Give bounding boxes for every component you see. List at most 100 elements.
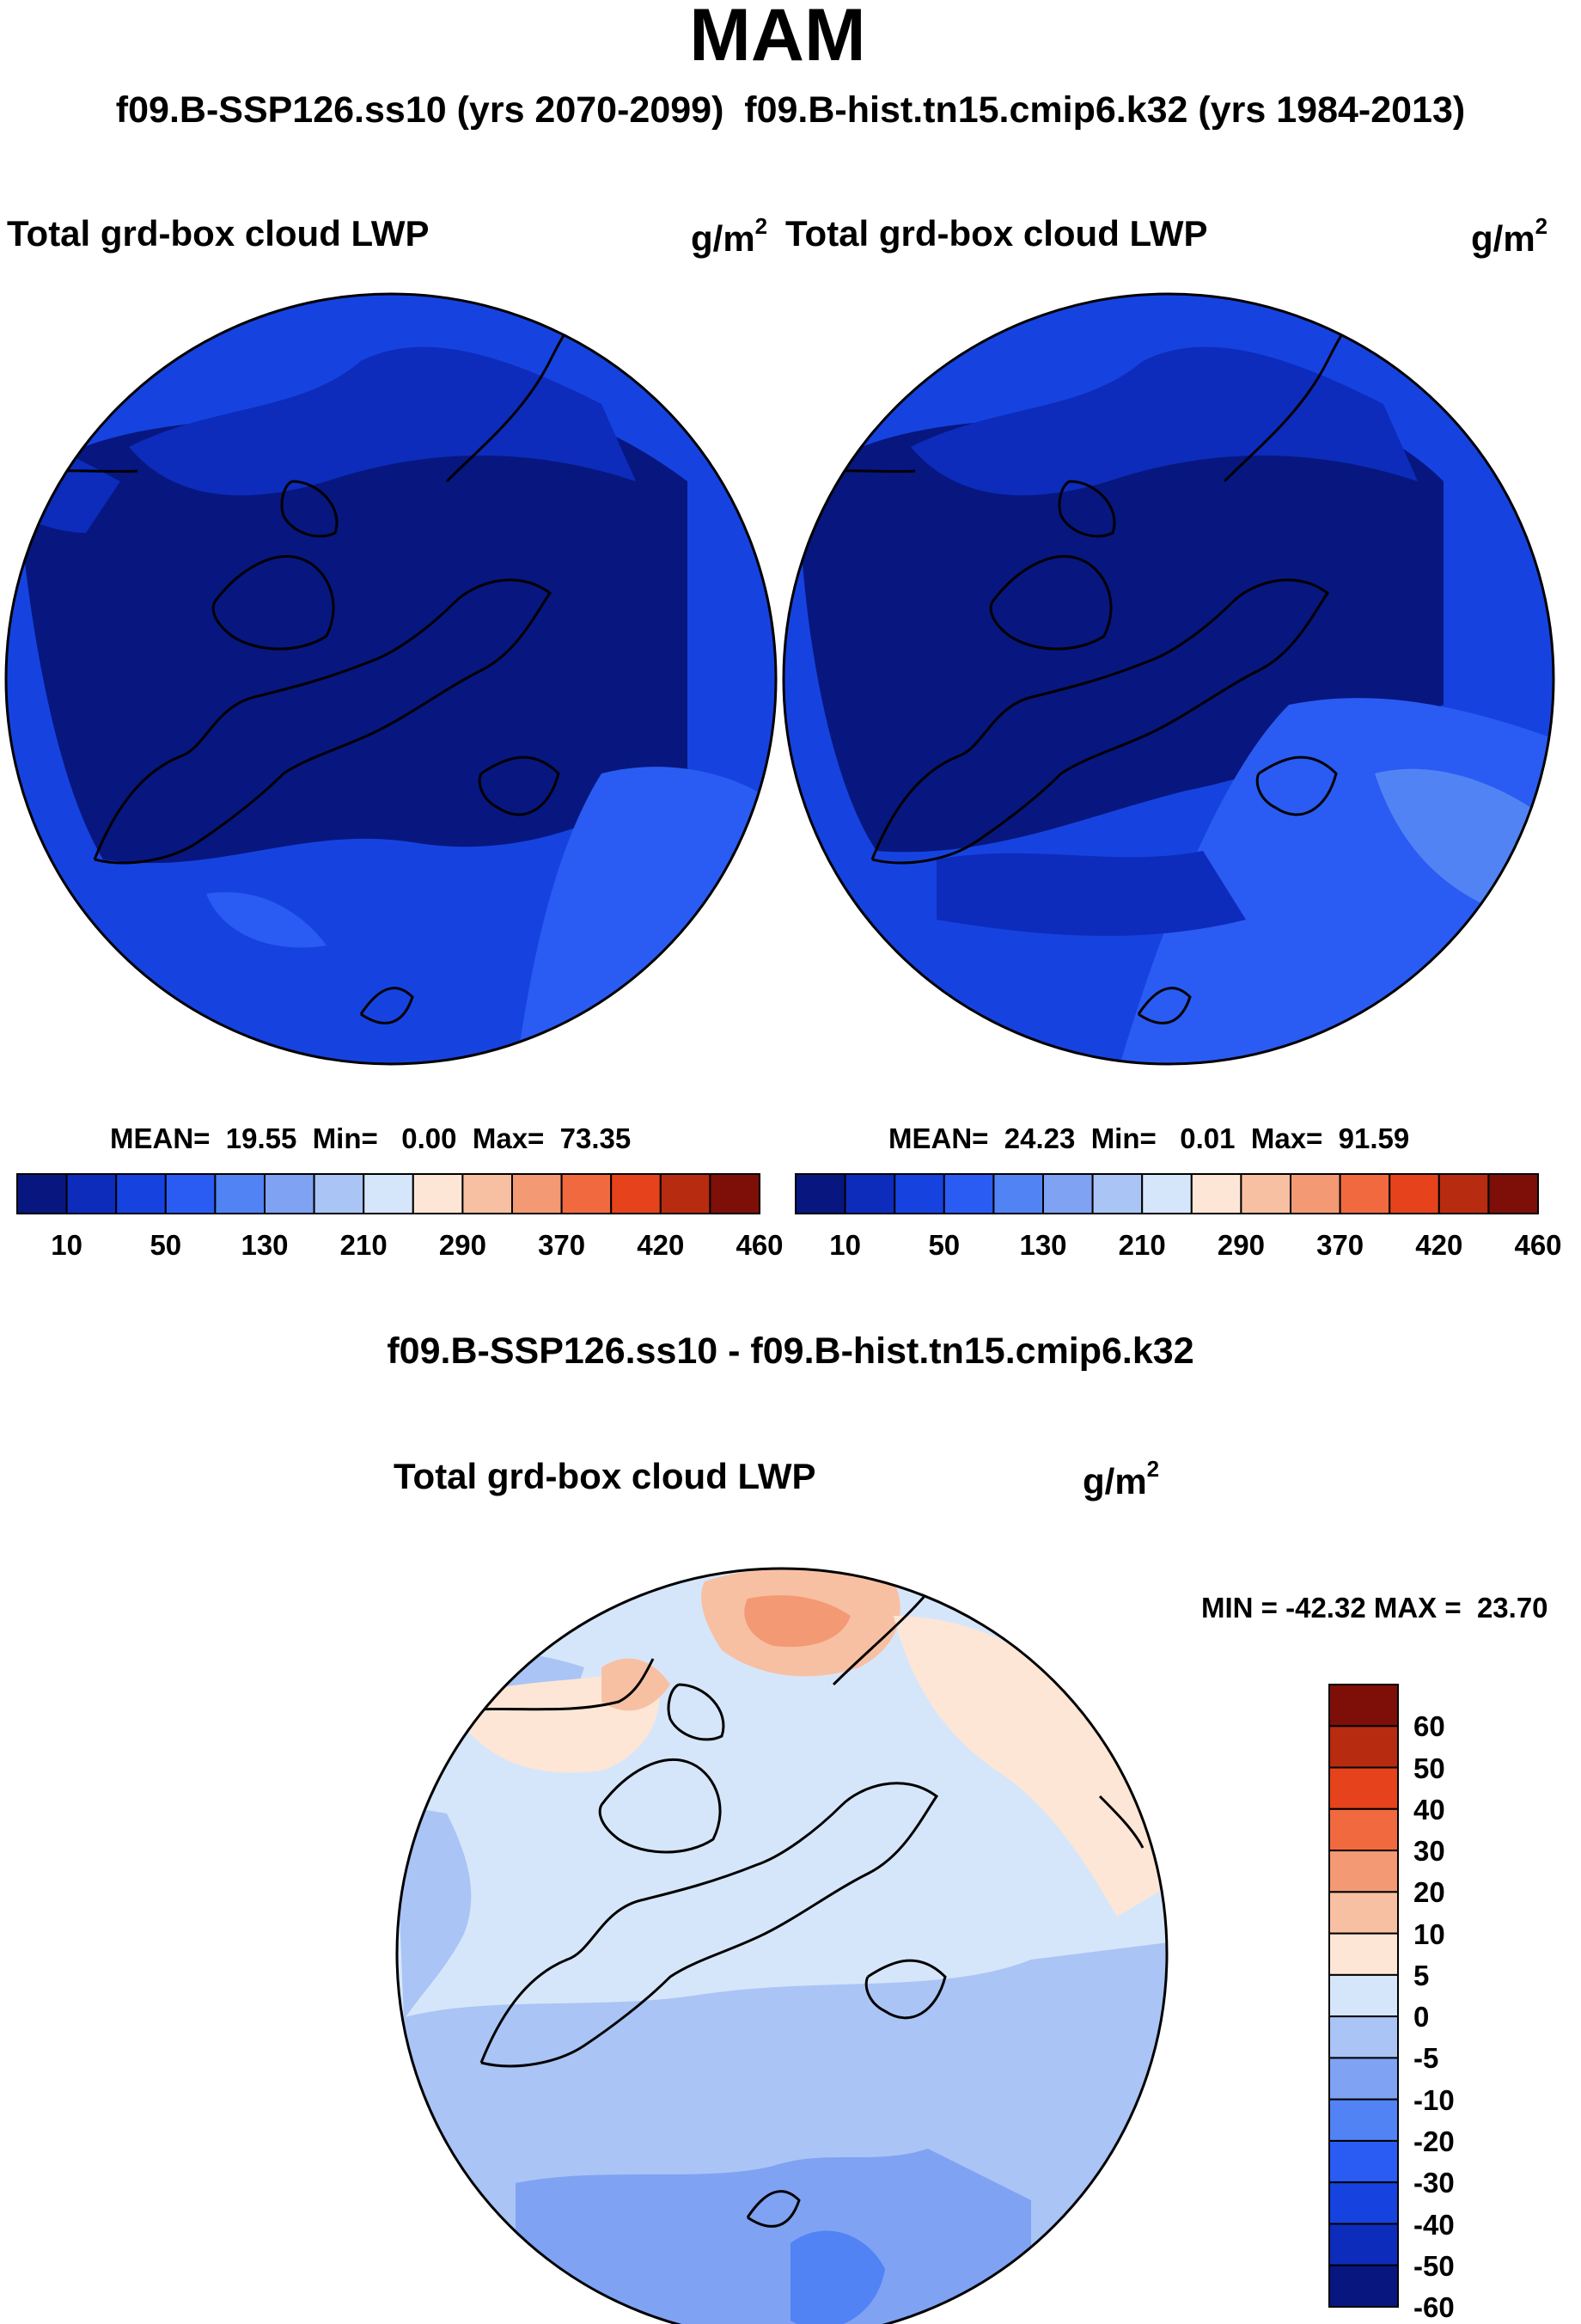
difference-colorbar-ticks: 60 50 40 30 20 10 5 0 -5 -10 -20 -30 -40 -50 -60 (1413, 1685, 1517, 2323)
right-units-label: g/m2 (1471, 213, 1547, 260)
difference-colorbar-box (1328, 1766, 1399, 1810)
difference-colorbar-tick-label: 30 (1413, 1835, 1445, 1868)
right-colorbar-tick-label: 130 (1019, 1229, 1067, 1261)
difference-colorbar-tick-label: 40 (1413, 1793, 1445, 1826)
left-colorbar-box (363, 1173, 414, 1214)
right-colorbar-tick-label: 50 (928, 1229, 961, 1261)
right-colorbar-box (1042, 1173, 1094, 1214)
right-colorbar-ticks: 10 50 130 210 290 370 420 460 (796, 1229, 1561, 1263)
difference-colorbar-box (1328, 1932, 1399, 1976)
difference-colorbar-box (1328, 2015, 1399, 2059)
difference-colorbar-box (1328, 1973, 1399, 2018)
right-colorbar-box (1438, 1173, 1490, 1214)
left-colorbar-tick-label: 10 (51, 1229, 82, 1261)
left-map-field (6, 294, 776, 1064)
difference-colorbar-box (1328, 1684, 1399, 1728)
difference-colorbar-tick-label: 10 (1413, 1917, 1445, 1950)
left-colorbar-box (511, 1173, 563, 1214)
difference-colorbar-tick-label: 60 (1413, 1710, 1445, 1743)
difference-colorbar-tick-label: -40 (1413, 2208, 1455, 2241)
right-colorbar-tick-label: 290 (1217, 1229, 1265, 1261)
difference-colorbar-tick-label: -50 (1413, 2249, 1455, 2282)
right-stats: MEAN= 24.23 Min= 0.01 Max= 91.59 (888, 1122, 1410, 1154)
right-units-base: g/m (1471, 218, 1535, 259)
difference-colorbar-tick-label: 0 (1413, 2001, 1430, 2034)
difference-colorbar-box (1328, 1725, 1399, 1769)
left-colorbar (16, 1173, 761, 1214)
right-colorbar-tick-label: 420 (1415, 1229, 1463, 1261)
right-colorbar-tick-label: 460 (1514, 1229, 1562, 1261)
right-colorbar-box (992, 1173, 1044, 1214)
right-colorbar-box (1240, 1173, 1292, 1214)
difference-colorbar-box (1328, 1891, 1399, 1935)
right-colorbar-box (894, 1173, 945, 1214)
left-colorbar-tick-label: 210 (339, 1229, 388, 1261)
right-colorbar-box (1290, 1173, 1341, 1214)
left-map-border (4, 292, 778, 1066)
difference-colorbar-box (1328, 2264, 1399, 2308)
difference-colorbar-box (1328, 2181, 1399, 2225)
right-colorbar-box (1091, 1173, 1144, 1214)
difference-colorbar-tick-label: -30 (1413, 2167, 1455, 2199)
left-units-label: g/m2 (691, 213, 767, 260)
difference-colorbar-tick-label: 5 (1413, 1959, 1430, 1991)
difference-colorbar-box (1328, 1850, 1399, 1893)
difference-units-exp: 2 (1146, 1456, 1160, 1482)
left-colorbar-box (164, 1173, 217, 1214)
difference-colorbar-box (1328, 2139, 1399, 2184)
left-colorbar-box (65, 1173, 118, 1214)
right-map-border (782, 292, 1555, 1066)
left-colorbar-box (16, 1173, 68, 1214)
left-colorbar-box (214, 1173, 266, 1214)
left-colorbar-box (560, 1173, 613, 1214)
left-colorbar-box (412, 1173, 464, 1214)
difference-stats: MIN = -42.32 MAX = 23.70 (1201, 1592, 1548, 1624)
difference-colorbar-tick-label: -20 (1413, 2125, 1455, 2157)
right-colorbar-box (1141, 1173, 1193, 1214)
right-colorbar-box (943, 1173, 995, 1214)
right-colorbar-box (795, 1173, 846, 1214)
figure-subtitle: f09.B-SSP126.ss10 (yrs 2070-2099) f09.B-… (115, 89, 1466, 131)
right-variable-label: Total grd-box cloud LWP (785, 213, 1208, 254)
difference-colorbar-tick-label: 20 (1413, 1876, 1445, 1909)
left-units-exp: 2 (754, 213, 768, 239)
difference-colorbar-tick-label: -10 (1413, 2083, 1455, 2116)
left-colorbar-box (115, 1173, 167, 1214)
difference-colorbar-box (1328, 2223, 1399, 2266)
left-colorbar-tick-label: 50 (150, 1229, 182, 1261)
right-colorbar (795, 1173, 1540, 1214)
difference-colorbar-box (1328, 2098, 1399, 2142)
difference-units-base: g/m (1083, 1461, 1147, 1501)
difference-colorbar-tick-label: 50 (1413, 1752, 1445, 1784)
right-colorbar-tick-label: 210 (1118, 1229, 1166, 1261)
difference-colorbar (1328, 1684, 1399, 2308)
difference-map-field (397, 1569, 1167, 2324)
difference-map-border (395, 1567, 1169, 2324)
difference-colorbar-tick-label: -60 (1413, 2291, 1455, 2323)
difference-units-label: g/m2 (1083, 1456, 1159, 1502)
figure-title: MAM (689, 0, 866, 76)
right-map-field (784, 294, 1554, 1064)
difference-title: f09.B-SSP126.ss10 - f09.B-hist.tn15.cmip… (387, 1330, 1194, 1372)
right-colorbar-box (844, 1173, 896, 1214)
left-colorbar-box (610, 1173, 662, 1214)
difference-colorbar-box (1328, 2057, 1399, 2101)
left-colorbar-box (264, 1173, 315, 1214)
left-colorbar-box (659, 1173, 711, 1214)
left-colorbar-tick-label: 290 (438, 1229, 486, 1261)
difference-variable-label: Total grd-box cloud LWP (394, 1456, 816, 1496)
difference-colorbar-tick-label: -5 (1413, 2042, 1439, 2075)
difference-colorbar-box (1328, 1807, 1399, 1852)
left-colorbar-tick-label: 420 (637, 1229, 685, 1261)
right-units-exp: 2 (1535, 213, 1548, 239)
right-colorbar-tick-label: 370 (1316, 1229, 1364, 1261)
left-variable-label: Total grd-box cloud LWP (7, 213, 430, 254)
left-colorbar-ticks: 10 50 130 210 290 370 420 460 (17, 1229, 783, 1263)
right-colorbar-box (1389, 1173, 1440, 1214)
left-colorbar-box (461, 1173, 514, 1214)
left-units-base: g/m (691, 218, 755, 259)
right-colorbar-box (1487, 1173, 1540, 1214)
left-colorbar-tick-label: 460 (736, 1229, 784, 1261)
right-colorbar-box (1339, 1173, 1391, 1214)
